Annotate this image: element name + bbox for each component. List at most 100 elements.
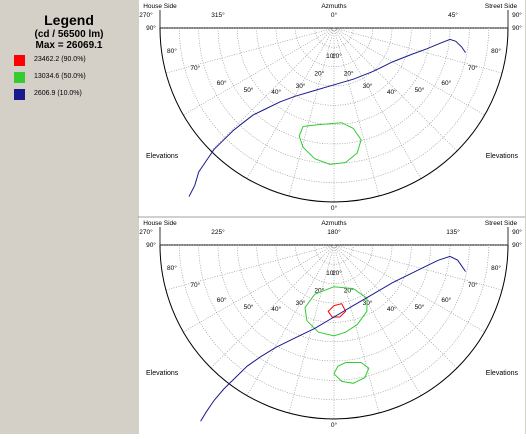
legend-subtitle: (cd / 56500 lm) bbox=[34, 29, 104, 40]
elevation-tick-right: 60° bbox=[441, 296, 451, 304]
header-house-side: House Side bbox=[143, 3, 177, 10]
elevation-ring bbox=[179, 244, 489, 400]
header-street-side: Street Side bbox=[485, 220, 518, 227]
elevation-ring bbox=[237, 244, 431, 342]
contour-line bbox=[327, 303, 347, 318]
elevations-label-right: Elevations bbox=[486, 370, 519, 377]
azimuth-spoke bbox=[333, 27, 458, 152]
elevation-ring bbox=[295, 27, 373, 67]
polar-plot-1: House Side Azmuths Street Side 270° 315° 0° 45… bbox=[139, 3, 522, 212]
elevations-label-left: Elevations bbox=[146, 370, 179, 377]
azimuth-tick-label: 135° bbox=[446, 228, 460, 236]
elevation-tick-left: 10° bbox=[326, 269, 336, 277]
legend-max-value: Max = 26069.1 bbox=[35, 40, 103, 51]
contour-line bbox=[304, 286, 368, 337]
legend-label-90: 23462.2 (90.0%) bbox=[34, 56, 86, 63]
azimuth-spoke bbox=[210, 244, 335, 369]
azimuth-tick-label: 270° bbox=[139, 228, 153, 236]
header-street-side: Street Side bbox=[485, 3, 518, 10]
elevation-tick-left: 20° bbox=[314, 286, 324, 294]
elevation-tick-left: 40° bbox=[271, 88, 281, 96]
header-house-side: House Side bbox=[143, 220, 177, 227]
azimuth-tick-label: 90° bbox=[512, 228, 522, 236]
elevation-tick-right: 90° bbox=[512, 241, 522, 249]
elevation-tick-right: 30° bbox=[363, 299, 373, 307]
azimuth-tick-label: 315° bbox=[211, 11, 225, 19]
elevation-tick-left: 80° bbox=[167, 47, 177, 55]
legend-label-50: 13034.6 (50.0%) bbox=[34, 73, 86, 80]
azimuth-spoke bbox=[333, 244, 503, 291]
elevation-tick-right: 10° bbox=[332, 52, 342, 60]
elevation-tick-left: 20° bbox=[314, 69, 324, 77]
legend-title: Legend bbox=[44, 12, 94, 28]
elevation-tick-right: 70° bbox=[468, 281, 478, 289]
bottom-tick-label: 0° bbox=[331, 204, 338, 212]
azimuth-spoke bbox=[333, 27, 422, 179]
elevation-tick-right: 20° bbox=[344, 69, 354, 77]
elevation-tick-left: 10° bbox=[326, 52, 336, 60]
elevation-tick-right: 50° bbox=[415, 86, 425, 94]
legend-swatch-green bbox=[14, 72, 25, 83]
azimuth-spoke bbox=[210, 27, 335, 152]
elevation-tick-left: 50° bbox=[244, 303, 254, 311]
contour-line bbox=[333, 362, 370, 384]
elevation-tick-left: 30° bbox=[296, 82, 306, 90]
elevation-ring bbox=[179, 27, 489, 183]
elevation-tick-left: 30° bbox=[296, 299, 306, 307]
elevation-tick-left: 60° bbox=[217, 296, 227, 304]
azimuth-spoke bbox=[333, 244, 485, 333]
elevation-tick-right: 40° bbox=[387, 88, 397, 96]
elevations-label-left: Elevations bbox=[146, 153, 179, 160]
elevations-label-right: Elevations bbox=[486, 153, 519, 160]
azimuth-tick-label: 225° bbox=[211, 228, 225, 236]
azimuth-tick-label: 0° bbox=[331, 11, 338, 19]
elevation-ring bbox=[198, 27, 470, 164]
azimuth-spoke bbox=[246, 27, 335, 179]
legend-swatch-red bbox=[14, 55, 25, 66]
polar-plots: House Side Azmuths Street Side 270° 315° 0° 45… bbox=[137, 0, 526, 434]
header-azimuths: Azmuths bbox=[321, 220, 347, 227]
azimuth-tick-label: 90° bbox=[512, 11, 522, 19]
legend-label-10: 2606.9 (10.0%) bbox=[34, 90, 82, 97]
elevation-tick-left: 50° bbox=[244, 86, 254, 94]
legend-swatch-blue bbox=[14, 89, 25, 100]
elevation-tick-left: 70° bbox=[190, 281, 200, 289]
azimuth-spoke bbox=[183, 27, 335, 116]
elevation-tick-right: 50° bbox=[415, 303, 425, 311]
elevation-tick-left: 90° bbox=[146, 241, 156, 249]
azimuth-spoke bbox=[333, 244, 458, 369]
elevation-tick-left: 80° bbox=[167, 264, 177, 272]
elevation-tick-left: 90° bbox=[146, 24, 156, 32]
contour-line bbox=[200, 255, 466, 422]
elevation-ring bbox=[256, 27, 412, 106]
outer-boundary bbox=[159, 27, 509, 203]
azimuth-spoke bbox=[333, 244, 422, 396]
elevation-tick-right: 60° bbox=[441, 79, 451, 87]
header-azimuths: Azmuths bbox=[321, 3, 347, 10]
elevation-ring bbox=[295, 244, 373, 284]
elevation-tick-left: 40° bbox=[271, 305, 281, 313]
elevation-ring bbox=[198, 244, 470, 381]
azimuth-spoke bbox=[246, 244, 335, 396]
elevation-tick-right: 70° bbox=[468, 64, 478, 72]
azimuth-spoke bbox=[333, 27, 485, 116]
bottom-tick-label: 0° bbox=[331, 421, 338, 429]
elevation-tick-right: 80° bbox=[491, 47, 501, 55]
elevation-tick-left: 60° bbox=[217, 79, 227, 87]
contour-line bbox=[298, 122, 362, 165]
elevation-tick-right: 20° bbox=[344, 286, 354, 294]
azimuth-spoke bbox=[183, 244, 335, 333]
azimuth-tick-label: 45° bbox=[448, 11, 458, 19]
elevation-tick-right: 90° bbox=[512, 24, 522, 32]
elevation-tick-right: 10° bbox=[332, 269, 342, 277]
azimuth-tick-label: 180° bbox=[327, 228, 341, 236]
elevation-tick-right: 80° bbox=[491, 264, 501, 272]
elevation-tick-right: 40° bbox=[387, 305, 397, 313]
elevation-ring bbox=[314, 244, 354, 265]
azimuth-spoke bbox=[333, 27, 503, 74]
elevation-tick-left: 70° bbox=[190, 64, 200, 72]
legend-panel: Legend (cd / 56500 lm) Max = 26069.1 234… bbox=[0, 0, 138, 434]
elevation-ring bbox=[314, 27, 354, 48]
contour-line bbox=[188, 38, 466, 197]
